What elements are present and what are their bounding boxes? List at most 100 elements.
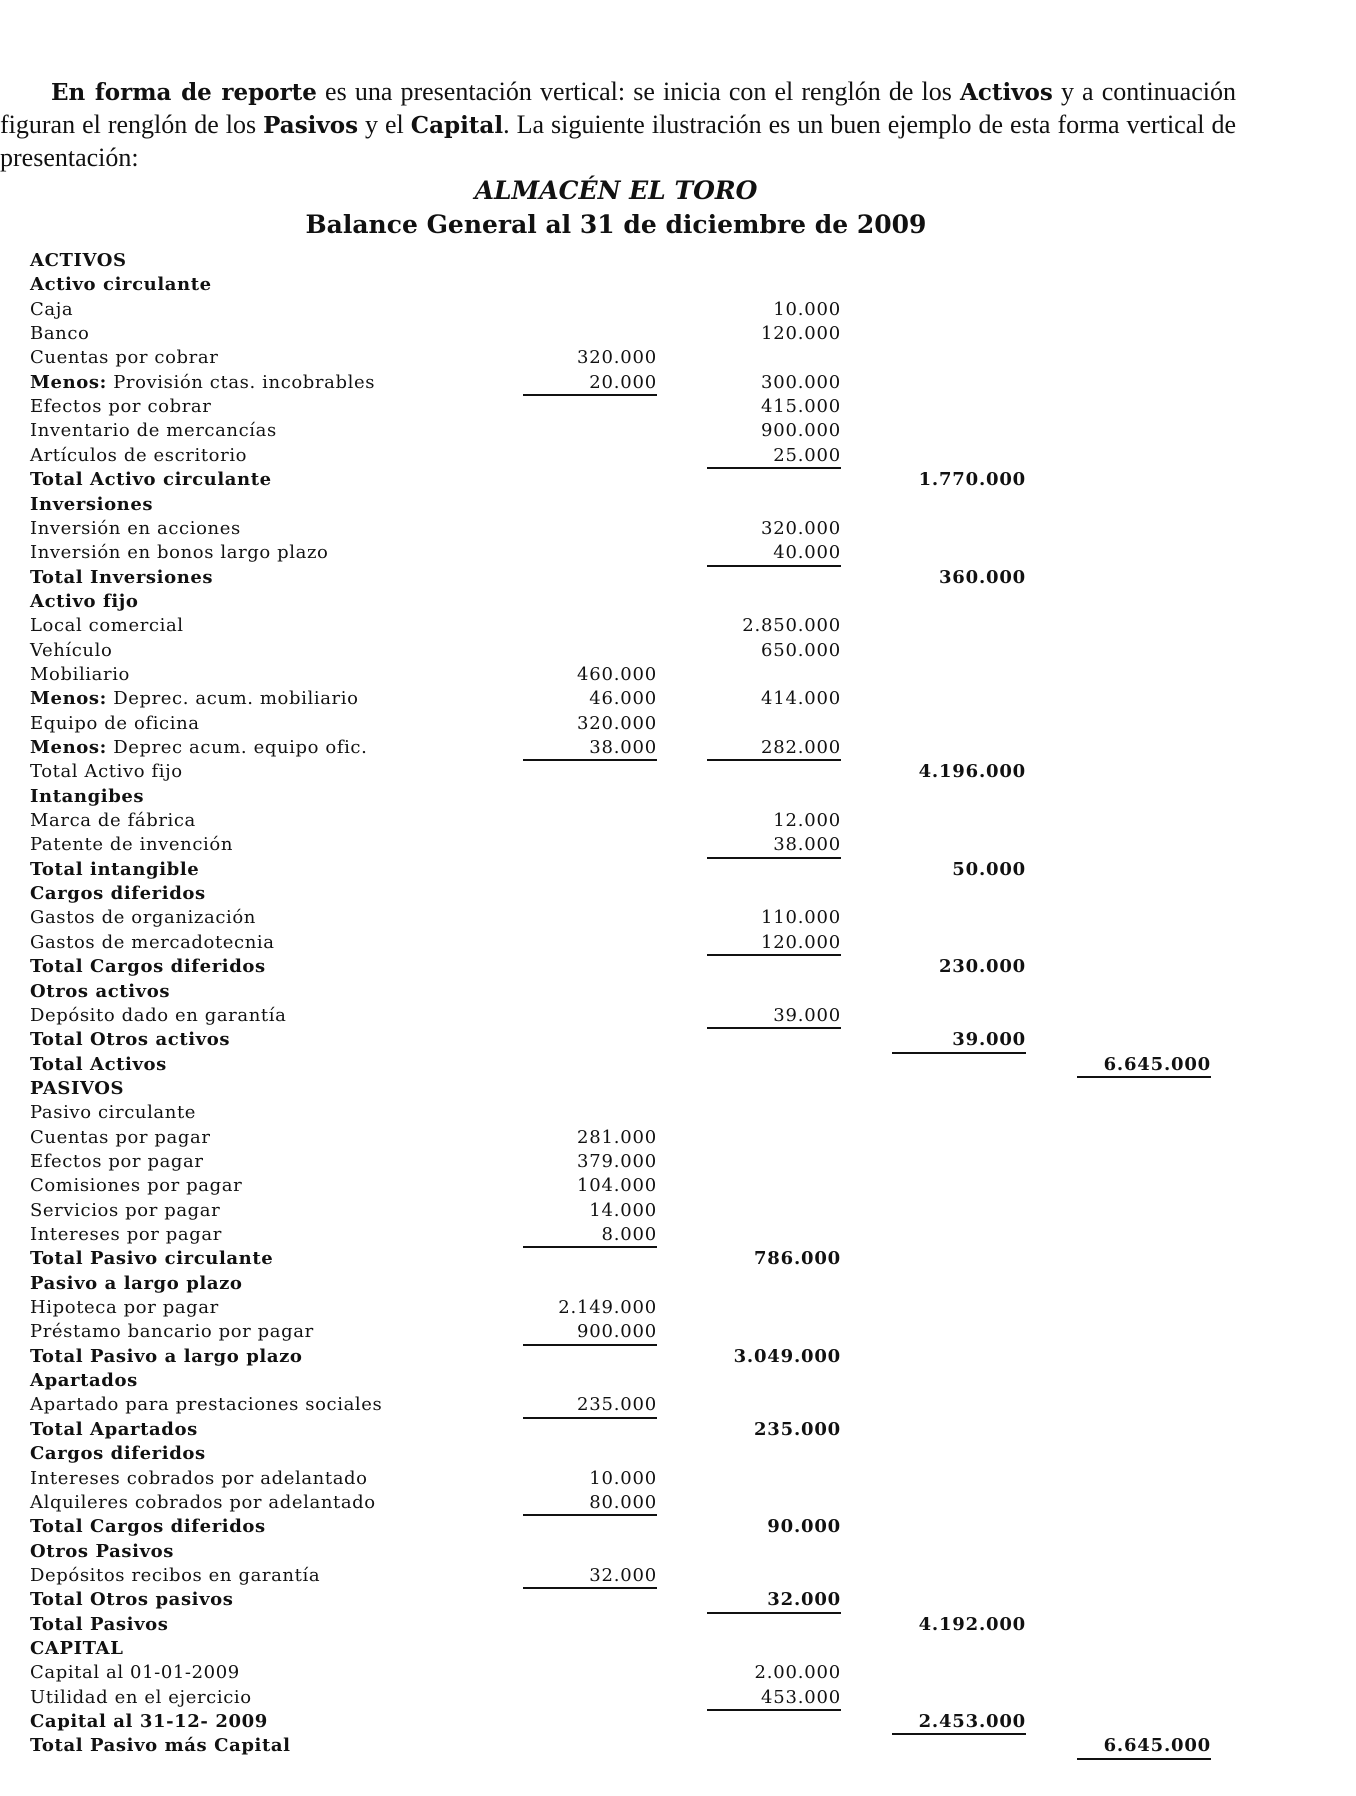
row-label-text: Préstamo bancario por pagar: [30, 1321, 314, 1343]
row-label-text: Intereses cobrados por adelantado: [30, 1467, 368, 1489]
row-label-text: Hipoteca por pagar: [30, 1297, 219, 1319]
row-label-text: Caja: [30, 298, 74, 320]
amount: 320.000: [760, 517, 841, 539]
row-label: Gastos de organización: [30, 907, 256, 928]
amount: 2.149.000: [558, 1297, 657, 1319]
row-label-text: Total Activo fijo: [30, 761, 183, 783]
underline: [707, 1611, 841, 1614]
row-label-text: Utilidad en el ejercicio: [30, 1686, 252, 1708]
row-label: Activo circulante: [30, 274, 212, 295]
row-label: Menos: Deprec. acum. mobiliario: [30, 688, 359, 709]
amount: 32.000: [589, 1564, 657, 1586]
row-label: Hipoteca por pagar: [30, 1297, 219, 1318]
row-label: Total Inversiones: [30, 567, 213, 588]
row-label: Depósitos recibos en garantía: [30, 1565, 320, 1586]
row-label: Cargos diferidos: [30, 1443, 206, 1464]
row-label-text: Total Pasivo más Capital: [30, 1735, 291, 1757]
row-label-text: Total Apartados: [30, 1418, 198, 1440]
row-label-text: Activo fijo: [30, 590, 139, 612]
amount: 2.00.000: [754, 1662, 841, 1684]
row-label-text: Cuentas por pagar: [30, 1126, 211, 1148]
row-label: Mobiliario: [30, 664, 130, 685]
amount: 110.000: [760, 907, 841, 929]
row-label: Inversión en bonos largo plazo: [30, 542, 329, 563]
amount: 80.000: [589, 1491, 657, 1513]
row-label: Menos: Provisión ctas. incobrables: [30, 372, 375, 393]
row-label: Pasivo a largo plazo: [30, 1273, 243, 1294]
row-label-text: Pasivo a largo plazo: [30, 1272, 243, 1294]
amount: 10.000: [589, 1467, 657, 1489]
row-label-text: Efectos por cobrar: [30, 396, 212, 418]
amount: 235.000: [576, 1394, 657, 1416]
row-label: Otros activos: [30, 981, 170, 1002]
amount: 12.000: [773, 810, 841, 832]
row-label-text: Apartado para prestaciones sociales: [30, 1394, 383, 1416]
underline: [1077, 1757, 1211, 1760]
intro-bold: Capital: [410, 112, 504, 139]
row-label: Vehículo: [30, 640, 112, 661]
row-label-text: Total Activo circulante: [30, 469, 272, 491]
intro-text: y a continuación figuran el renglón de l…: [0, 77, 1236, 139]
underline: [707, 856, 841, 859]
row-label-text: Marca de fábrica: [30, 810, 196, 832]
row-label: Total Otros pasivos: [30, 1589, 234, 1610]
amount: 25.000: [773, 444, 841, 466]
row-label: Total Apartados: [30, 1419, 198, 1440]
row-label-text: Total Pasivos: [30, 1613, 169, 1635]
row-label-text: Local comercial: [30, 615, 184, 637]
row-label-text: Provisión ctas. incobrables: [113, 371, 376, 393]
intro-text: es una presentación vertical: se inicia …: [316, 77, 960, 106]
row-label: Local comercial: [30, 615, 184, 636]
amount: 38.000: [589, 737, 657, 758]
amount: 786.000: [753, 1248, 841, 1270]
underline: [707, 954, 841, 957]
row-label-text: Deprec acum. equipo ofic.: [113, 737, 368, 758]
amount: 104.000: [576, 1175, 657, 1197]
row-label: Préstamo bancario por pagar: [30, 1321, 314, 1342]
amount: 360.000: [938, 566, 1026, 588]
amount: 46.000: [589, 688, 657, 710]
row-label: Artículos de escritorio: [30, 445, 247, 466]
amount: 235.000: [753, 1418, 841, 1440]
row-label-text: Otros activos: [30, 980, 171, 1002]
row-label-text: ACTIVOS: [30, 250, 127, 271]
amount: 120.000: [760, 323, 841, 345]
row-label: Depósito dado en garantía: [30, 1005, 286, 1026]
row-label: Total Pasivo a largo plazo: [30, 1346, 303, 1367]
amount: 40.000: [773, 542, 841, 564]
amount: 650.000: [760, 639, 841, 661]
row-label-text: Otros Pasivos: [30, 1540, 174, 1562]
row-label-text: Comisiones por pagar: [30, 1175, 243, 1197]
row-label: Servicios por pagar: [30, 1200, 220, 1221]
row-label-text: Cargos diferidos: [30, 1443, 206, 1465]
row-label-text: Cuentas por cobrar: [30, 347, 219, 369]
row-label: Intereses por pagar: [30, 1224, 222, 1245]
row-label: Total Pasivo más Capital: [30, 1735, 291, 1756]
amount: 1.770.000: [918, 469, 1026, 491]
underline: [707, 759, 841, 762]
row-label: Total Cargos diferidos: [30, 956, 266, 977]
amount: 8.000: [601, 1224, 657, 1245]
row-label-text: Mobiliario: [30, 663, 130, 685]
amount: 120.000: [760, 931, 841, 953]
row-label: Capital al 01-01-2009: [30, 1662, 240, 1683]
intro-text: y el: [358, 110, 411, 139]
row-label: Patente de invención: [30, 834, 233, 855]
amount: 90.000: [767, 1516, 841, 1538]
amount: 900.000: [576, 1321, 657, 1343]
amount: 415.000: [760, 396, 841, 418]
underline: [523, 1343, 657, 1346]
underline: [523, 394, 657, 397]
row-label: Intereses cobrados por adelantado: [30, 1468, 368, 1489]
row-label-text: Capital al 31-12- 2009: [30, 1711, 268, 1732]
row-label-text: Total Activos: [30, 1053, 167, 1075]
row-label-text: Intangibes: [30, 785, 145, 807]
amount: 460.000: [576, 663, 657, 685]
amount: 4.196.000: [918, 761, 1026, 783]
row-label: Banco: [30, 323, 89, 344]
row-label: Pasivo circulante: [30, 1102, 196, 1123]
row-label: Inventario de mercancías: [30, 420, 277, 441]
underline: [523, 1587, 657, 1590]
underline: [523, 1246, 657, 1249]
